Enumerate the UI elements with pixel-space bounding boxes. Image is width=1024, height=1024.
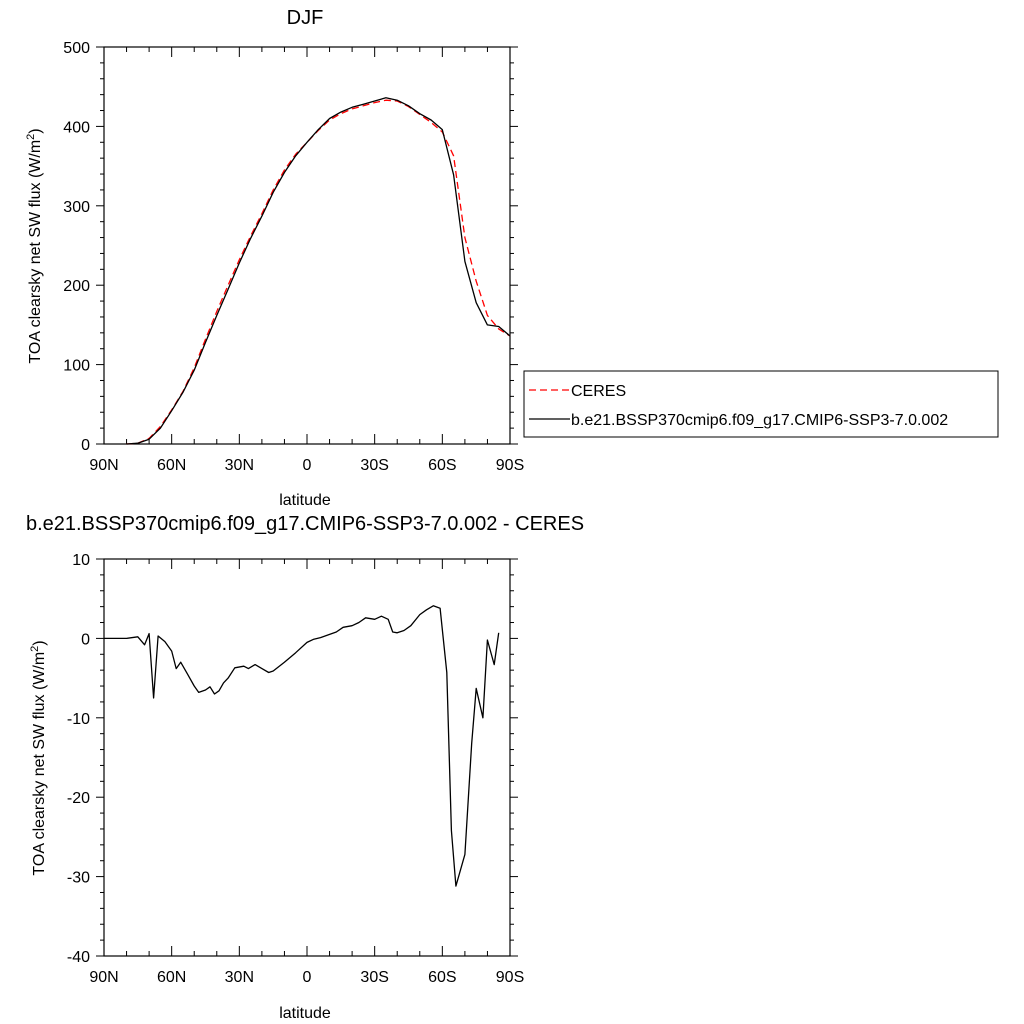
top-y-axis-label: TOA clearsky net SW flux (W/m2): [25, 128, 44, 363]
x-tick-label: 30N: [225, 457, 254, 474]
y-tick-label: 500: [63, 40, 90, 57]
x-tick-label: 90S: [496, 457, 524, 474]
top-y-axis-label-main: TOA clearsky net SW flux (W/m: [27, 140, 44, 364]
bottom-x-tick-labels: 90N 60N 30N 0 30S 60S 90S: [89, 969, 524, 986]
series-line-1-0: [104, 605, 500, 887]
legend-label-ceres: CERES: [571, 383, 626, 400]
x-tick-label: 30S: [360, 457, 388, 474]
x-tick-label: 0: [303, 969, 312, 986]
y-tick-label: 0: [81, 631, 90, 648]
bottom-y-tick-labels: -40 -30 -20 -10 0 10: [67, 552, 90, 966]
top-plot-frame: [103, 46, 511, 445]
top-y-tick-labels: 0 100 200 300 400 500: [63, 40, 90, 454]
y-tick-label: 10: [72, 552, 90, 569]
top-panel: DJF 0 100 200 300 400 500 90N 60N 30N 0 30S 60S 90S…: [25, 7, 999, 509]
y-tick-label: -10: [67, 711, 90, 728]
top-y-axis-label-sup: 2: [25, 134, 37, 140]
x-tick-label: 60N: [157, 969, 186, 986]
y-tick-label: 400: [63, 119, 90, 136]
legend-box: [523, 370, 999, 438]
x-tick-label: 90N: [89, 969, 118, 986]
bottom-x-axis-label: latitude: [279, 1005, 331, 1022]
bottom-ticks: [96, 558, 518, 957]
x-tick-label: 30N: [225, 969, 254, 986]
x-tick-label: 0: [303, 457, 312, 474]
y-tick-label: 200: [63, 278, 90, 295]
bottom-panel: b.e21.BSSP370cmip6.f09_g17.CMIP6-SSP3-7.…: [26, 513, 584, 1022]
x-tick-label: 30S: [360, 969, 388, 986]
bottom-y-axis-label: TOA clearsky net SW flux (W/m2): [29, 640, 48, 875]
bottom-y-axis-label-end: ): [31, 640, 48, 645]
bottom-series-lines: [104, 605, 500, 887]
series-line-0-1: [126, 97, 511, 445]
y-tick-label: 100: [63, 358, 90, 375]
bottom-y-axis-label-main: TOA clearsky net SW flux (W/m: [31, 652, 48, 876]
top-ticks: [96, 46, 518, 445]
top-series-lines: [126, 97, 511, 445]
legend: CERES b.e21.BSSP370cmip6.f09_g17.CMIP6-S…: [523, 370, 999, 438]
x-tick-label: 60S: [428, 457, 456, 474]
x-tick-label: 60S: [428, 969, 456, 986]
bottom-chart-title: b.e21.BSSP370cmip6.f09_g17.CMIP6-SSP3-7.…: [26, 513, 584, 535]
y-tick-label: -20: [67, 790, 90, 807]
top-chart-title: DJF: [287, 7, 324, 29]
x-tick-label: 90N: [89, 457, 118, 474]
top-x-axis-label: latitude: [279, 492, 331, 509]
legend-label-model: b.e21.BSSP370cmip6.f09_g17.CMIP6-SSP3-7.…: [571, 412, 948, 429]
bottom-y-axis-label-sup: 2: [29, 646, 41, 652]
y-tick-label: 300: [63, 199, 90, 216]
x-tick-label: 90S: [496, 969, 524, 986]
y-tick-label: -40: [67, 949, 90, 966]
x-tick-label: 60N: [157, 457, 186, 474]
top-y-axis-label-end: ): [27, 128, 44, 133]
series-line-0-0: [126, 99, 511, 445]
top-x-tick-labels: 90N 60N 30N 0 30S 60S 90S: [89, 457, 524, 474]
y-tick-label: 0: [81, 437, 90, 454]
y-tick-label: -30: [67, 870, 90, 887]
